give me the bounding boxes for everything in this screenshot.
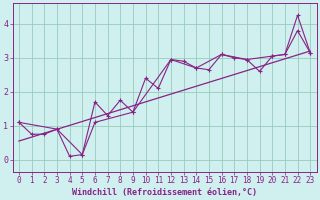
X-axis label: Windchill (Refroidissement éolien,°C): Windchill (Refroidissement éolien,°C) <box>72 188 257 197</box>
